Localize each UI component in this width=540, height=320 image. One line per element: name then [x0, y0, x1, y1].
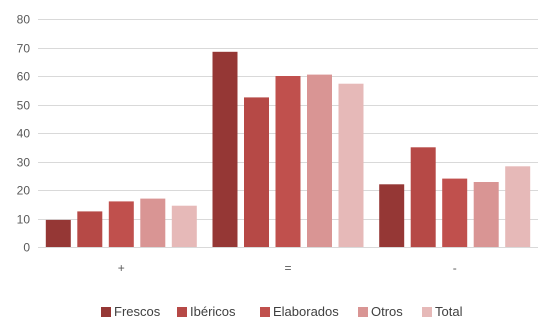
x-tick-label: +: [118, 261, 125, 275]
y-tick-label: 20: [17, 184, 31, 198]
bar-total-1: [338, 83, 364, 247]
legend-label: Otros: [371, 304, 403, 319]
x-axis: + = -: [118, 261, 457, 275]
y-axis: 0 10 20 30 40 50 60 70 80: [17, 13, 31, 255]
legend-swatch-ibéricos: [177, 307, 187, 317]
bar-frescos-2: [379, 184, 405, 247]
bar-ibéricos-2: [410, 147, 436, 248]
x-tick-label: =: [284, 261, 291, 275]
legend-swatch-frescos: [101, 307, 111, 317]
legend: Frescos Ibéricos Elaborados Otros Total: [101, 304, 463, 319]
legend-label: Elaborados: [273, 304, 339, 319]
bar-ibéricos-1: [244, 97, 269, 248]
legend-swatch-elaborados: [260, 307, 270, 317]
x-tick-label: -: [453, 261, 457, 275]
legend-label: Total: [435, 304, 463, 319]
bar-otros-1: [307, 74, 332, 247]
y-tick-label: 80: [17, 13, 31, 27]
y-tick-label: 70: [17, 42, 31, 56]
bar-otros-0: [140, 198, 166, 247]
y-tick-label: 50: [17, 99, 31, 113]
bars: [45, 51, 531, 248]
legend-swatch-otros: [358, 307, 368, 317]
y-tick-label: 60: [17, 70, 31, 84]
bar-elaborados-2: [442, 178, 468, 247]
y-tick-label: 30: [17, 156, 31, 170]
bar-otros-2: [473, 182, 499, 247]
bar-total-0: [171, 205, 197, 247]
bar-elaborados-1: [275, 76, 301, 247]
bar-ibéricos-0: [77, 211, 103, 247]
legend-label: Ibéricos: [190, 304, 236, 319]
legend-label: Frescos: [114, 304, 161, 319]
bar-elaborados-0: [108, 201, 134, 247]
y-tick-label: 40: [17, 127, 31, 141]
bar-total-2: [505, 166, 531, 247]
y-tick-label: 0: [23, 241, 30, 255]
bar-frescos-0: [45, 219, 71, 247]
legend-swatch-total: [422, 307, 432, 317]
y-tick-label: 10: [17, 213, 31, 227]
bar-frescos-1: [212, 51, 238, 247]
